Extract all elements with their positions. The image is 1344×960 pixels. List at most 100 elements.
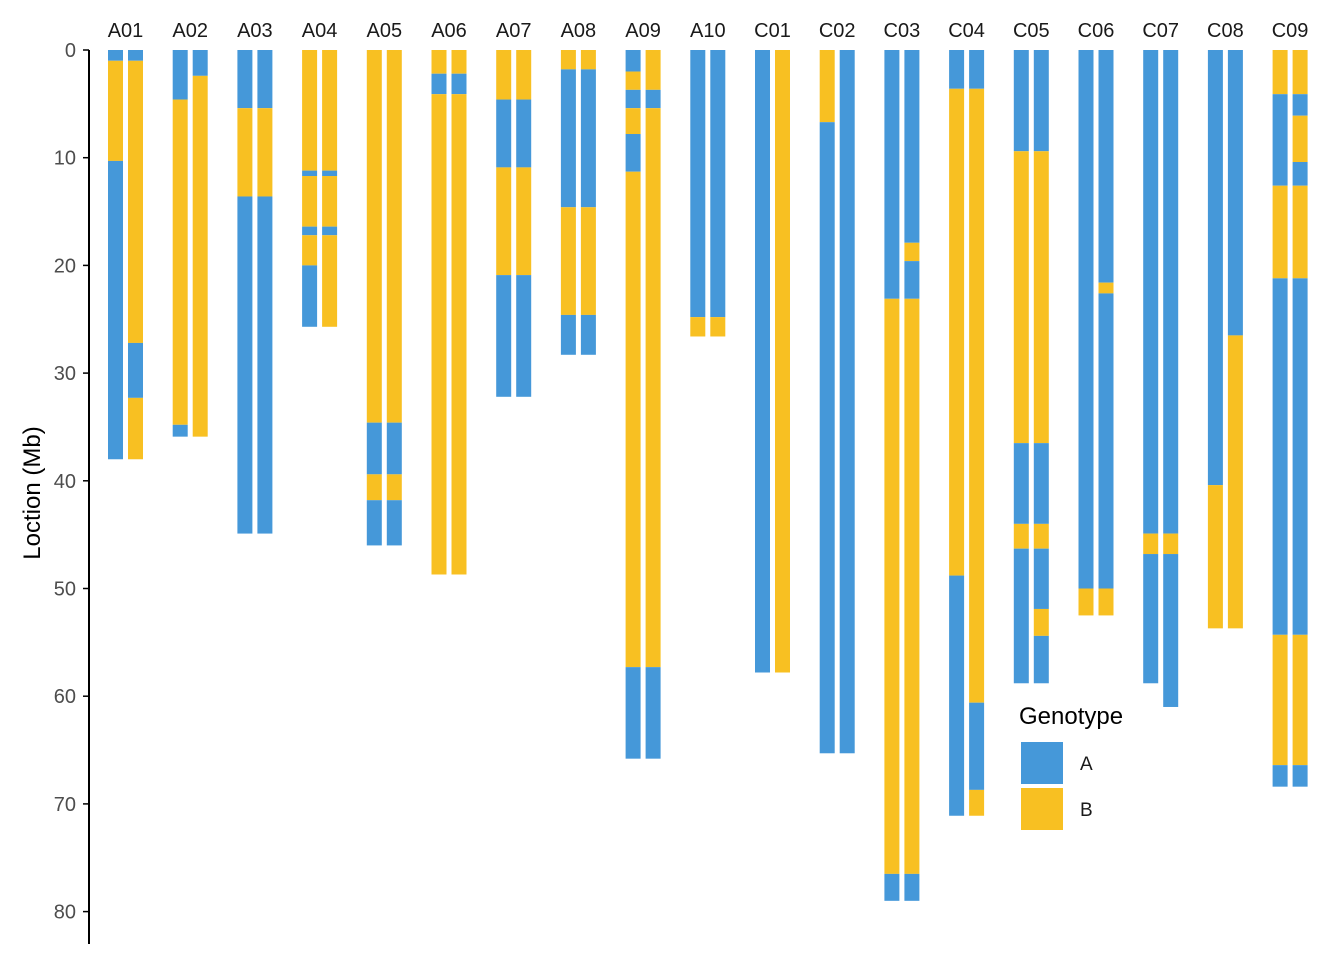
segment-C06-strand2-A	[1098, 50, 1114, 283]
segment-A05-strand1-A	[366, 422, 382, 475]
segment-C05-strand2-A	[1033, 443, 1049, 524]
segment-A04-strand2-A	[322, 170, 338, 177]
segment-C09-strand2-A	[1292, 94, 1308, 116]
y-axis-title: Loction (Mb)	[19, 426, 46, 559]
chromosome-A06	[431, 50, 467, 575]
segment-A05-strand1-A	[366, 500, 382, 546]
chromosome-C06	[1078, 50, 1114, 616]
segment-C09-strand1-A	[1272, 765, 1288, 787]
segment-C02-strand1-A	[819, 122, 835, 754]
segment-A01-strand2-A	[128, 50, 143, 61]
segment-C06-strand1-B	[1078, 588, 1094, 616]
segment-C03-strand1-A	[884, 873, 900, 901]
segment-C06-strand2-B	[1098, 588, 1114, 616]
segment-A01-strand2-A	[128, 342, 143, 398]
segment-A07-strand2-B	[516, 167, 532, 276]
segment-A07-strand2-A	[516, 99, 532, 168]
segment-C03-strand1-A	[884, 50, 900, 299]
chromosome-C07	[1143, 50, 1179, 707]
segment-C07-strand2-A	[1163, 50, 1179, 534]
y-tick-label: 10	[54, 148, 76, 170]
segment-A09-strand2-B	[645, 50, 661, 90]
y-tick-label: 60	[54, 686, 76, 708]
segment-C05-strand2-B	[1033, 608, 1049, 636]
facet-label-A10: A10	[690, 20, 726, 42]
chromosome-C03	[884, 50, 920, 901]
segment-A10-strand1-B	[690, 317, 706, 337]
legend-label-A: A	[1080, 754, 1093, 775]
segment-C07-strand1-B	[1143, 533, 1159, 555]
segment-C08-strand2-A	[1227, 50, 1243, 336]
segment-C05-strand2-B	[1033, 523, 1049, 549]
segment-C04-strand1-A	[949, 575, 965, 816]
segment-C06-strand1-A	[1078, 50, 1094, 589]
segment-C03-strand2-B	[904, 298, 920, 874]
facet-label-C01: C01	[754, 20, 791, 42]
segment-A03-strand1-B	[237, 108, 253, 197]
facet-label-A02: A02	[172, 20, 208, 42]
segment-A08-strand2-A	[580, 69, 596, 208]
segment-A04-strand2-B	[322, 176, 338, 227]
segment-A01-strand2-B	[128, 60, 143, 343]
segment-C08-strand1-A	[1207, 50, 1223, 486]
segment-A07-strand1-B	[496, 167, 512, 276]
segment-A09-strand1-B	[625, 108, 641, 135]
segment-C09-strand2-A	[1292, 765, 1308, 787]
segment-A04-strand1-A	[302, 226, 318, 236]
segment-A01-strand1-A	[108, 160, 123, 460]
segment-A09-strand2-A	[645, 667, 661, 759]
segment-C09-strand1-B	[1272, 50, 1288, 95]
facet-label-C06: C06	[1078, 20, 1115, 42]
segment-A09-strand1-A	[625, 134, 641, 172]
facet-label-A06: A06	[431, 20, 467, 42]
segment-C05-strand2-A	[1033, 635, 1049, 684]
segment-C05-strand1-A	[1013, 443, 1029, 524]
segment-A10-strand1-A	[690, 50, 706, 318]
segment-C03-strand2-B	[904, 242, 920, 262]
segment-C04-strand1-B	[949, 88, 965, 576]
y-tick-label: 0	[65, 40, 76, 62]
segment-A03-strand2-A	[257, 196, 273, 534]
segment-A05-strand2-A	[386, 422, 402, 475]
segment-C05-strand2-A	[1033, 548, 1049, 609]
chromosome-A09	[625, 50, 661, 759]
segment-A01-strand2-B	[128, 397, 143, 460]
legend-key-A	[1021, 742, 1063, 784]
chromosome-A08	[560, 50, 596, 355]
segment-A04-strand1-B	[302, 235, 318, 266]
segment-A04-strand2-B	[322, 50, 338, 171]
facet-label-A04: A04	[302, 20, 338, 42]
y-tick-label: 70	[54, 794, 76, 816]
chromosome-A01	[108, 50, 143, 460]
segment-C09-strand1-B	[1272, 634, 1288, 766]
chromosome-C04	[949, 50, 985, 816]
facet-label-C03: C03	[884, 20, 921, 42]
facet-label-A01: A01	[108, 20, 144, 42]
segment-C09-strand2-B	[1292, 185, 1308, 279]
segment-C09-strand2-B	[1292, 115, 1308, 163]
segment-C05-strand1-A	[1013, 50, 1029, 152]
segment-C09-strand1-A	[1272, 94, 1288, 186]
segment-A05-strand2-B	[386, 50, 402, 423]
segment-A04-strand2-A	[322, 226, 338, 236]
segment-C07-strand1-A	[1143, 554, 1159, 684]
segment-A05-strand1-B	[366, 474, 382, 501]
facet-label-A09: A09	[625, 20, 661, 42]
y-tick-label: 20	[54, 255, 76, 277]
segment-C05-strand2-B	[1033, 151, 1049, 444]
facet-label-C08: C08	[1207, 20, 1244, 42]
segment-A07-strand1-B	[496, 50, 512, 100]
segment-C03-strand2-A	[904, 261, 920, 299]
segment-C04-strand2-B	[969, 88, 985, 703]
segment-C01-strand2-B	[775, 50, 790, 673]
segment-A04-strand1-B	[302, 50, 318, 171]
segment-C03-strand1-B	[884, 298, 900, 874]
facet-label-C09: C09	[1272, 20, 1309, 42]
segment-A05-strand2-A	[386, 500, 402, 546]
facet-label-A08: A08	[561, 20, 597, 42]
segment-A08-strand1-B	[560, 207, 576, 315]
segment-A08-strand1-B	[560, 50, 576, 70]
segment-A09-strand1-B	[625, 171, 641, 668]
segment-A07-strand2-A	[516, 275, 532, 397]
segment-A04-strand1-A	[302, 265, 318, 327]
